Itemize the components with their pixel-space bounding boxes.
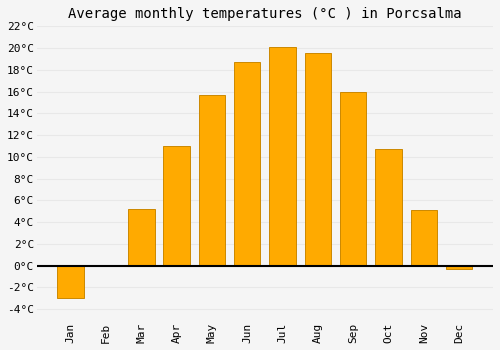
Bar (375, 149, 402, 266)
Title: Average monthly temperatures (°C ) in Porcsalma: Average monthly temperatures (°C ) in Po… (68, 7, 462, 21)
Bar (340, 92, 366, 266)
Bar (410, 210, 437, 266)
Bar (304, 54, 331, 266)
Bar (198, 95, 225, 266)
Bar (164, 146, 190, 266)
Bar (58, 266, 84, 298)
Bar (234, 62, 260, 266)
Bar (128, 209, 154, 266)
Bar (446, 266, 472, 269)
Bar (270, 47, 296, 266)
